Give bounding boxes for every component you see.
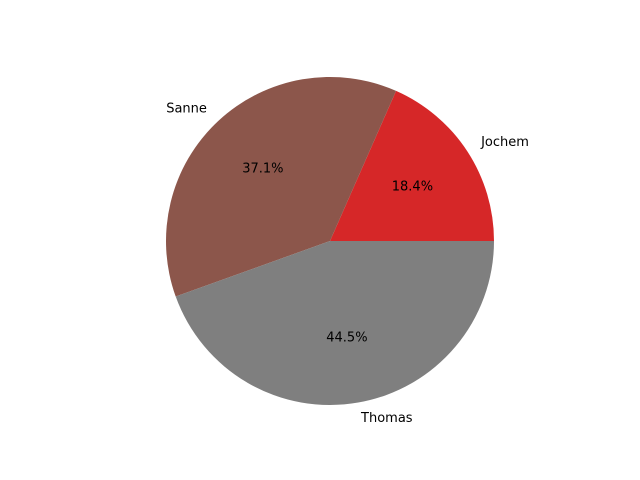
pie-slice-thomas	[175, 241, 494, 405]
slice-label-thomas: Thomas	[360, 411, 413, 426]
slice-percentage-thomas: 44.5%	[326, 330, 367, 345]
slice-percentage-jochem: 18.4%	[392, 180, 433, 195]
slice-percentage-sanne: 37.1%	[242, 162, 283, 177]
slice-label-jochem: Jochem	[480, 135, 529, 150]
slice-label-sanne: Sanne	[166, 102, 207, 117]
pie-slices	[165, 77, 494, 405]
pie-labels: Jochem 18.4% Sanne 37.1% Thomas 44.5%	[166, 102, 529, 427]
pie-slice-sanne	[165, 77, 397, 297]
pie-slice-jochem	[330, 90, 494, 241]
